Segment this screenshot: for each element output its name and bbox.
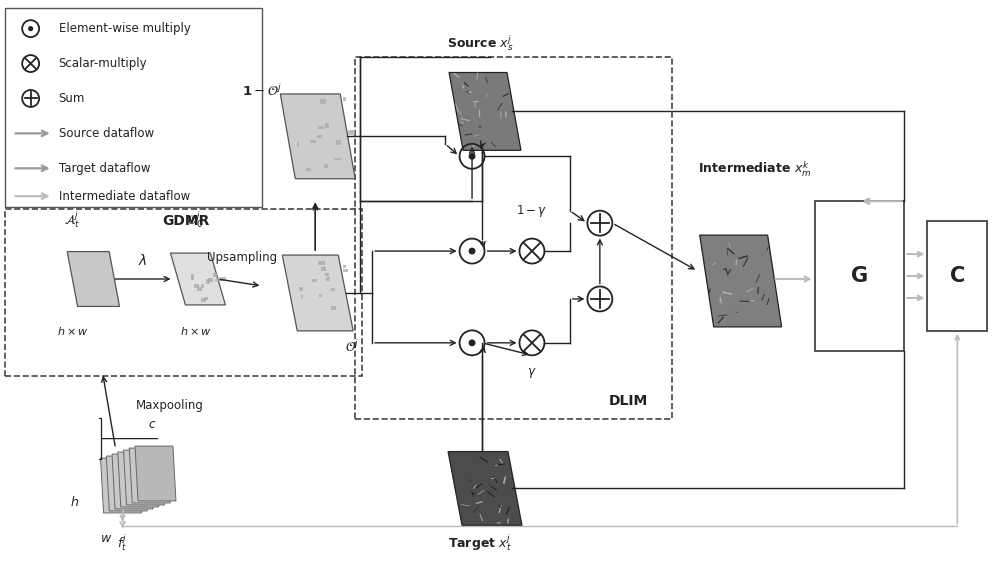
- Text: Source dataflow: Source dataflow: [59, 127, 154, 140]
- Text: $1-\gamma$: $1-\gamma$: [516, 203, 548, 219]
- Bar: [318, 261, 325, 265]
- Circle shape: [469, 154, 475, 159]
- Bar: [206, 279, 210, 284]
- Text: $c$: $c$: [148, 418, 157, 431]
- Text: Source $x_s^j$: Source $x_s^j$: [447, 34, 513, 53]
- Polygon shape: [101, 458, 141, 513]
- Text: $w$: $w$: [100, 532, 113, 545]
- Bar: [310, 140, 316, 144]
- Polygon shape: [700, 235, 782, 327]
- Bar: [326, 277, 330, 281]
- Bar: [204, 297, 208, 300]
- Bar: [343, 265, 346, 268]
- FancyBboxPatch shape: [927, 221, 987, 331]
- Bar: [197, 287, 202, 291]
- Text: Intermediate dataflow: Intermediate dataflow: [59, 190, 190, 203]
- Bar: [325, 273, 329, 276]
- Text: $h$: $h$: [70, 495, 79, 509]
- Bar: [306, 168, 311, 171]
- Text: Intermediate $x_m^k$: Intermediate $x_m^k$: [698, 159, 811, 179]
- Bar: [215, 278, 222, 281]
- Polygon shape: [280, 94, 355, 179]
- Polygon shape: [124, 450, 164, 505]
- Bar: [348, 130, 355, 135]
- Text: $\mathcal{O}^j$: $\mathcal{O}^j$: [345, 339, 359, 355]
- Polygon shape: [449, 72, 521, 150]
- Bar: [201, 298, 206, 302]
- Text: Target $x_t^j$: Target $x_t^j$: [448, 532, 512, 553]
- Polygon shape: [118, 452, 159, 507]
- Polygon shape: [282, 255, 353, 331]
- Bar: [317, 135, 322, 138]
- Polygon shape: [106, 456, 147, 511]
- Text: GDMR: GDMR: [162, 214, 209, 228]
- Text: $\mathcal{O}_0^j$: $\mathcal{O}_0^j$: [187, 209, 204, 229]
- Text: $h\times w$: $h\times w$: [57, 325, 89, 337]
- Bar: [312, 279, 317, 282]
- Bar: [208, 278, 213, 282]
- Polygon shape: [170, 253, 225, 305]
- Bar: [343, 269, 348, 272]
- Bar: [331, 288, 335, 291]
- Bar: [334, 158, 341, 160]
- Bar: [194, 284, 199, 288]
- Text: $\mathbf{1}-\mathcal{O}^j$: $\mathbf{1}-\mathcal{O}^j$: [242, 84, 282, 99]
- Text: Maxpooling: Maxpooling: [136, 399, 203, 412]
- Circle shape: [469, 340, 475, 346]
- FancyBboxPatch shape: [815, 201, 904, 351]
- Text: $h\times w$: $h\times w$: [180, 325, 211, 337]
- Circle shape: [469, 249, 475, 254]
- Polygon shape: [112, 454, 153, 509]
- Bar: [324, 164, 328, 168]
- Polygon shape: [129, 448, 170, 503]
- Bar: [297, 142, 299, 147]
- Bar: [318, 126, 324, 129]
- Bar: [331, 306, 336, 310]
- Bar: [321, 267, 326, 270]
- Text: Target dataflow: Target dataflow: [59, 162, 150, 175]
- Text: Scalar-multiply: Scalar-multiply: [59, 57, 147, 70]
- Bar: [191, 274, 194, 277]
- Circle shape: [29, 27, 33, 30]
- Bar: [213, 273, 217, 278]
- Polygon shape: [448, 452, 522, 526]
- Text: $\mathcal{A}_t^j$: $\mathcal{A}_t^j$: [64, 209, 81, 229]
- Bar: [336, 140, 341, 145]
- Bar: [301, 295, 303, 299]
- Bar: [201, 284, 204, 288]
- Text: Upsampling: Upsampling: [207, 251, 277, 264]
- Bar: [191, 275, 194, 280]
- Text: G: G: [851, 266, 868, 286]
- Bar: [343, 97, 346, 101]
- Bar: [320, 99, 326, 104]
- Bar: [319, 294, 322, 297]
- Polygon shape: [67, 251, 120, 306]
- Text: $\gamma$: $\gamma$: [527, 366, 537, 380]
- Text: DLIM: DLIM: [609, 394, 648, 408]
- Text: Sum: Sum: [59, 92, 85, 105]
- Bar: [325, 123, 329, 128]
- Bar: [299, 287, 303, 291]
- Text: C: C: [950, 266, 965, 286]
- Bar: [219, 278, 226, 281]
- Text: $\lambda$: $\lambda$: [138, 253, 147, 268]
- FancyBboxPatch shape: [5, 8, 262, 207]
- Text: Element-wise multiply: Element-wise multiply: [59, 22, 190, 35]
- Text: $f_t^j$: $f_t^j$: [117, 532, 128, 553]
- Polygon shape: [135, 446, 176, 501]
